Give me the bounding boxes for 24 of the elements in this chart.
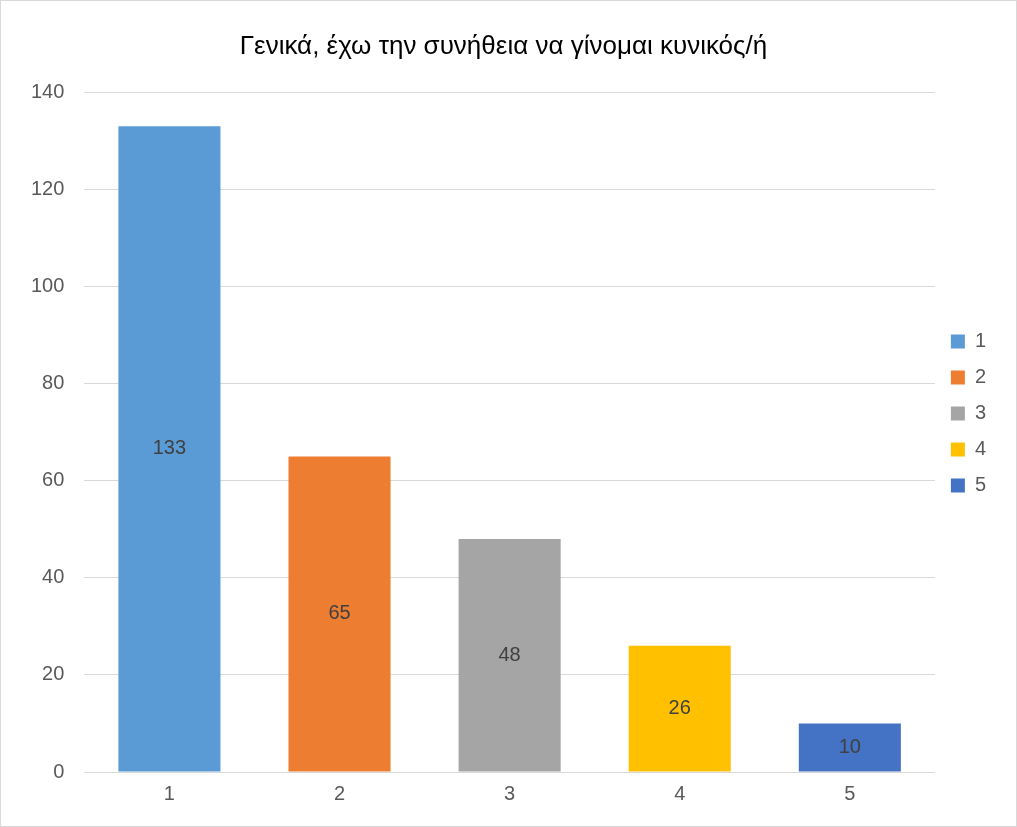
data-label: 10 <box>838 734 861 757</box>
x-tick-label: 5 <box>844 781 856 804</box>
x-tick-label: 1 <box>163 781 175 804</box>
x-tick-label: 2 <box>333 781 346 804</box>
y-tick-label: 40 <box>42 565 65 588</box>
legend-label: 3 <box>974 401 986 424</box>
data-label: 65 <box>328 601 351 624</box>
y-tick-label: 140 <box>30 79 65 102</box>
data-label: 48 <box>498 642 521 665</box>
y-tick-label: 100 <box>30 273 65 296</box>
x-tick-label: 3 <box>504 781 516 804</box>
legend-label: 4 <box>974 437 986 460</box>
y-tick-label: 120 <box>30 176 65 199</box>
y-tick-label: 0 <box>53 759 65 782</box>
y-tick-label: 20 <box>42 662 65 685</box>
legend-label: 2 <box>974 365 986 388</box>
x-tick-label: 4 <box>674 781 686 804</box>
y-tick-label: 80 <box>42 371 65 394</box>
legend-label: 1 <box>974 329 986 352</box>
y-tick-label: 60 <box>42 468 65 491</box>
data-label: 26 <box>668 696 691 719</box>
legend-label: 5 <box>974 473 986 496</box>
data-label: 133 <box>152 436 187 459</box>
chart-title: Γενικά, έχω την συνήθεια να γίνομαι κυνικός/ή <box>239 29 768 60</box>
